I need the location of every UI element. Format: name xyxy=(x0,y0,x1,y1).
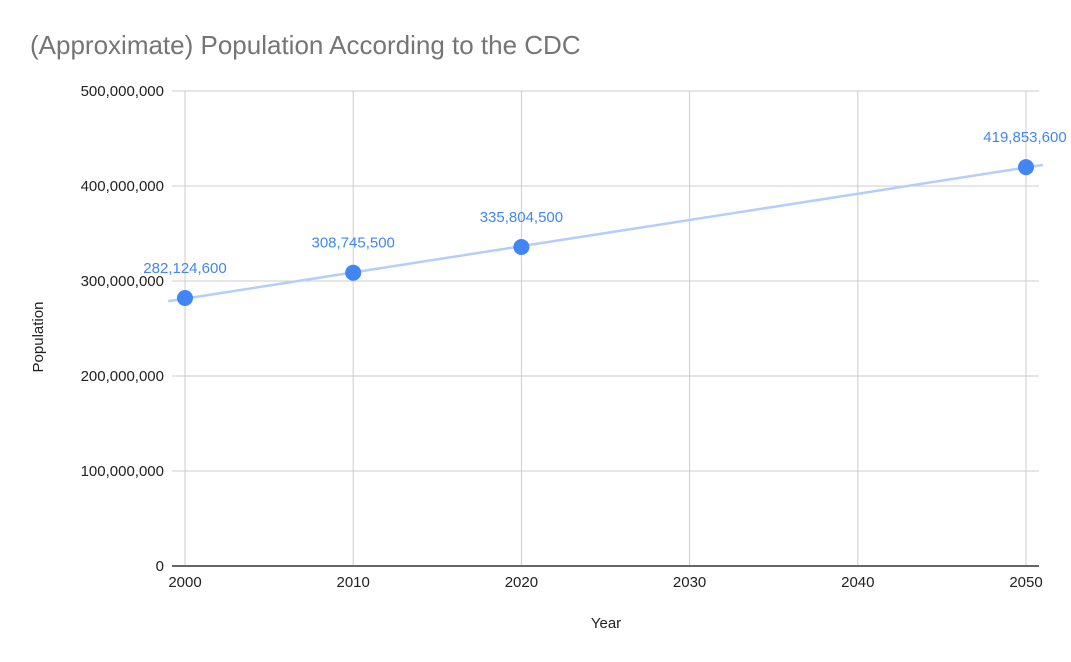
x-tick-labels: 2000 2010 2020 2030 2040 2050 xyxy=(168,574,1042,591)
x-tick-label: 2020 xyxy=(505,574,538,591)
data-point xyxy=(177,289,193,306)
grid xyxy=(172,90,1039,567)
y-tick-label: 500,000,000 xyxy=(81,83,164,100)
data-labels: 282,124,600 308,745,500 335,804,500 419,853… xyxy=(143,129,1066,277)
trendline xyxy=(167,163,1044,303)
data-label: 308,745,500 xyxy=(311,235,394,252)
x-tick-label: 2030 xyxy=(673,574,706,591)
y-axis-title: Population xyxy=(30,302,47,373)
data-label: 282,124,600 xyxy=(143,260,226,277)
x-tick-label: 2040 xyxy=(841,574,874,591)
y-tick-label: 300,000,000 xyxy=(81,273,164,290)
data-point xyxy=(1018,159,1034,176)
data-label: 419,853,600 xyxy=(983,129,1066,146)
y-tick-label: 400,000,000 xyxy=(81,178,164,195)
x-tick-label: 2050 xyxy=(1009,574,1042,591)
x-axis-title: Year xyxy=(591,615,621,632)
y-tick-labels: 0 100,000,000 200,000,000 300,000,000 400,00… xyxy=(81,83,164,575)
trendline-group xyxy=(167,163,1044,303)
y-tick-label: 100,000,000 xyxy=(81,463,164,480)
data-label: 335,804,500 xyxy=(480,209,563,226)
chart-title: (Approximate) Population According to th… xyxy=(30,30,581,60)
x-tick-label: 2000 xyxy=(168,574,201,591)
data-points xyxy=(177,159,1034,306)
data-point xyxy=(513,238,530,255)
data-point xyxy=(345,264,362,281)
y-tick-label: 200,000,000 xyxy=(81,368,164,385)
y-tick-label: 0 xyxy=(156,558,164,575)
x-tick-label: 2010 xyxy=(337,574,370,591)
